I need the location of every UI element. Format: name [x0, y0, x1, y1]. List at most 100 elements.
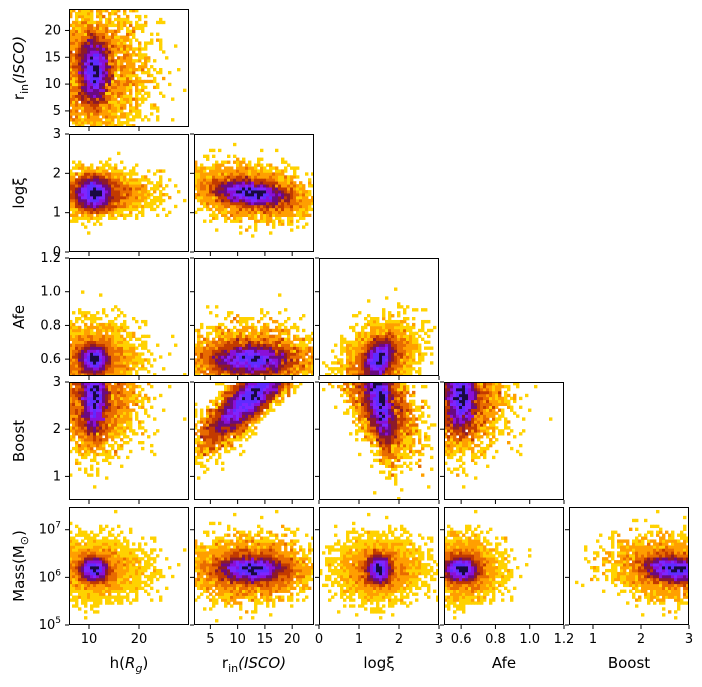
- density-bin: [224, 408, 228, 412]
- panel-frame: [69, 9, 189, 127]
- density-bin: [141, 420, 145, 424]
- density-bin: [96, 343, 100, 347]
- density-bin: [123, 441, 127, 445]
- density-bin: [72, 411, 76, 415]
- density-bin: [90, 62, 94, 66]
- density-bin: [388, 334, 392, 339]
- density-bin: [108, 115, 112, 119]
- density-bin: [358, 364, 362, 368]
- density-bin: [248, 325, 252, 330]
- density-bin: [90, 402, 94, 406]
- density-bin: [361, 364, 365, 368]
- density-bin: [81, 204, 85, 209]
- density-bin: [93, 432, 97, 436]
- density-bin: [409, 328, 413, 333]
- density-bin: [129, 387, 133, 392]
- density-bin: [96, 20, 100, 25]
- density-bin: [78, 198, 82, 203]
- density-bin: [81, 112, 85, 116]
- density-bin: [117, 44, 121, 48]
- density-bin: [251, 432, 255, 436]
- density-bin: [69, 56, 73, 60]
- density-bin: [123, 355, 127, 359]
- density-bin: [105, 452, 109, 457]
- density-bin: [245, 367, 249, 371]
- density-bin: [81, 187, 85, 191]
- density-bin: [367, 314, 371, 318]
- density-bin: [230, 178, 234, 182]
- density-bin: [147, 358, 151, 362]
- density-bin: [224, 175, 228, 179]
- density-bin: [117, 331, 121, 336]
- density-bin: [364, 352, 368, 356]
- density-bin: [215, 446, 219, 451]
- density-bin: [183, 417, 187, 421]
- density-bin: [281, 358, 285, 362]
- density-bin: [242, 193, 246, 197]
- density-bin: [78, 35, 82, 39]
- density-bin: [120, 367, 124, 371]
- density-bin: [81, 361, 85, 365]
- density-bin: [72, 337, 76, 341]
- density-bin: [308, 349, 312, 353]
- density-bin: [129, 88, 133, 92]
- density-bin: [69, 172, 73, 176]
- density-bin: [218, 207, 222, 212]
- density-bin: [69, 402, 73, 406]
- density-bin: [349, 370, 353, 374]
- density-bin: [403, 373, 407, 376]
- density-bin: [72, 23, 76, 28]
- density-bin: [281, 384, 285, 389]
- density-bin: [221, 193, 225, 197]
- density-bin: [248, 384, 252, 389]
- density-bin: [123, 85, 127, 90]
- density-bin: [84, 423, 88, 427]
- density-bin: [254, 334, 258, 339]
- density-bin: [197, 184, 201, 188]
- density-bin: [120, 103, 124, 107]
- density-bin: [397, 325, 401, 330]
- density-bin: [87, 334, 91, 339]
- density-bin: [251, 328, 255, 333]
- density-bin: [87, 340, 91, 344]
- density-bin: [87, 121, 91, 125]
- density-bin: [287, 163, 291, 167]
- density-bin: [281, 322, 285, 327]
- density-bin: [114, 106, 118, 110]
- density-bin: [129, 172, 133, 176]
- y-tick-label: 3: [53, 127, 61, 142]
- density-bin: [69, 112, 73, 116]
- density-bin: [75, 420, 79, 424]
- density-bin: [132, 367, 136, 371]
- density-bin: [96, 396, 100, 401]
- density-bin: [305, 334, 309, 339]
- density-bin: [373, 443, 377, 448]
- density-bin: [397, 446, 401, 451]
- density-bin: [206, 408, 210, 412]
- density-bin: [293, 322, 297, 327]
- density-bin: [75, 32, 79, 36]
- density-bin: [194, 160, 198, 164]
- density-bin: [227, 311, 231, 315]
- density-bin: [251, 352, 255, 356]
- density-bin: [263, 210, 267, 215]
- density-bin: [215, 172, 219, 176]
- density-bin: [132, 207, 136, 212]
- density-bin: [260, 382, 264, 386]
- density-bin: [72, 103, 76, 107]
- density-bin: [203, 166, 207, 170]
- density-bin: [87, 38, 91, 42]
- density-bin: [239, 417, 243, 421]
- density-bin: [75, 172, 79, 176]
- density-bin: [281, 387, 285, 392]
- density-bin: [126, 340, 130, 344]
- density-bin: [72, 76, 76, 81]
- density-bin: [120, 106, 124, 110]
- density-bin: [248, 207, 252, 212]
- density-bin: [227, 349, 231, 353]
- density-bin: [379, 452, 383, 457]
- density-bin: [230, 340, 234, 344]
- density-bin: [260, 340, 264, 344]
- density-bin: [84, 41, 88, 45]
- density-bin: [105, 56, 109, 60]
